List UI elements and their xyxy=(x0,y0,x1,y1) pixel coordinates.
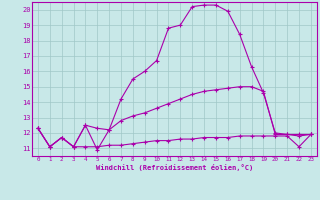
X-axis label: Windchill (Refroidissement éolien,°C): Windchill (Refroidissement éolien,°C) xyxy=(96,164,253,171)
